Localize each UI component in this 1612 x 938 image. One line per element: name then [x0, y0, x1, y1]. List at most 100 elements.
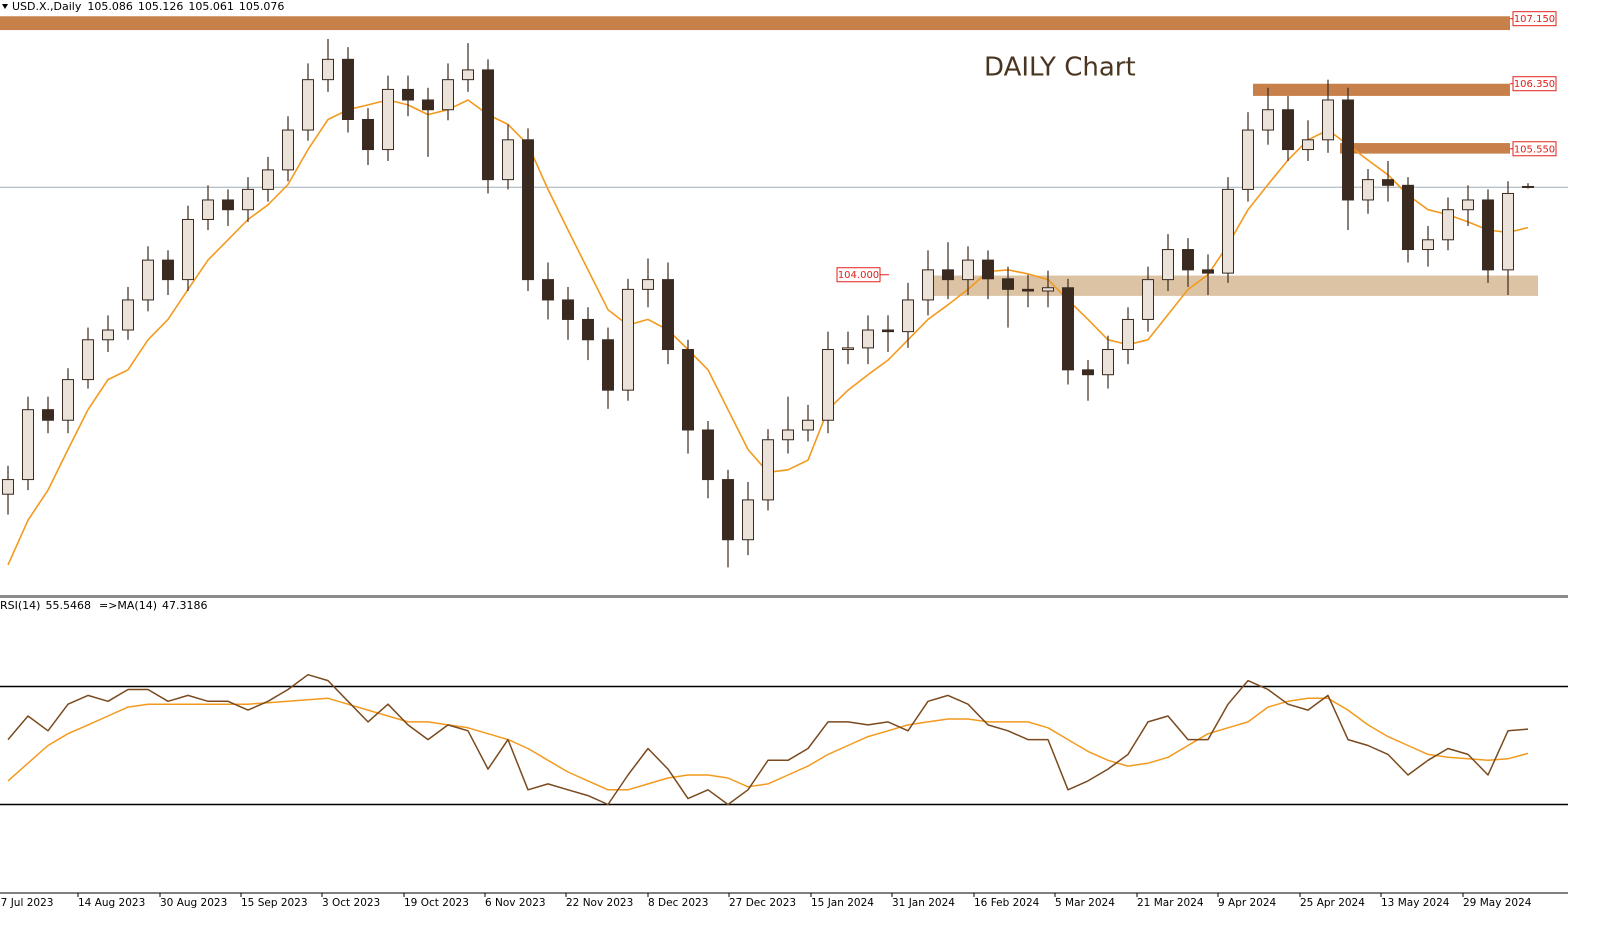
candle-body [1422, 239, 1434, 251]
candle-body [902, 299, 914, 333]
candle-body [142, 259, 154, 301]
candle-body [482, 69, 494, 181]
candle-body [562, 299, 574, 320]
x-tick-label: 19 Oct 2023 [404, 897, 469, 909]
x-tick-label: 31 Jan 2024 [892, 897, 955, 909]
level-label-box [1512, 76, 1557, 92]
candle-body [42, 409, 54, 421]
x-tick-label: 27 Jul 2023 [0, 897, 53, 909]
candle-body [382, 88, 394, 151]
candle-body [1322, 99, 1334, 141]
rsi-value: 55.5468 [45, 599, 91, 612]
candle-body [1502, 192, 1514, 271]
candle-body [1242, 129, 1254, 190]
candle-body [1382, 179, 1394, 186]
panel-separator [0, 595, 1568, 598]
candle-body [1142, 279, 1154, 320]
candle-body [502, 139, 514, 181]
x-tick-label: 29 May 2024 [1463, 897, 1532, 909]
level-label: 107.150 [1514, 14, 1555, 25]
candle-body [1522, 185, 1534, 188]
x-tick-label: 22 Nov 2023 [566, 897, 633, 909]
x-tick-label: 16 Feb 2024 [974, 897, 1040, 909]
open-value: 105.086 [87, 0, 133, 13]
candle-body [2, 479, 14, 495]
candle-body [862, 329, 874, 349]
x-tick-label: 25 Apr 2024 [1300, 897, 1365, 909]
collapse-icon[interactable] [2, 4, 8, 9]
candle-body [322, 58, 334, 81]
candle-body [402, 88, 414, 101]
x-tick-label: 14 Aug 2023 [78, 897, 145, 909]
candle-body [1462, 199, 1474, 211]
candle-body [802, 419, 814, 431]
candle-body [822, 349, 834, 421]
x-tick-label: 15 Sep 2023 [241, 897, 308, 909]
candle-body [1342, 99, 1354, 201]
x-tick-label: 3 Oct 2023 [322, 897, 380, 909]
candle-body [782, 429, 794, 441]
plot-background [0, 0, 1568, 938]
candle-body [1082, 369, 1094, 376]
candle-body [242, 188, 254, 211]
candle-body [1222, 188, 1234, 274]
candle-body [642, 279, 654, 290]
candle-body [1162, 249, 1174, 281]
candle-body [662, 279, 674, 351]
x-tick-label: 9 Apr 2024 [1218, 897, 1277, 909]
candle-body [622, 288, 634, 391]
x-tick-label: 5 Mar 2024 [1055, 897, 1115, 909]
candle-body [102, 329, 114, 341]
candle-body [922, 269, 934, 301]
candle-body [342, 58, 354, 120]
x-tick-label: 13 May 2024 [1381, 897, 1450, 909]
price-zone [1253, 83, 1510, 96]
candle-body [1282, 109, 1294, 151]
candle-body [62, 379, 74, 421]
candle-body [1002, 278, 1014, 290]
candle-body [1122, 318, 1134, 351]
x-tick-label: 8 Dec 2023 [648, 897, 708, 909]
candle-body [842, 347, 854, 351]
rsi-header: RSI(14) 55.5468 =>MA(14) 47.3186 [0, 599, 207, 612]
rsi-line [7, 673, 1529, 806]
candle-body [182, 218, 194, 281]
candle-body [762, 439, 774, 501]
candle-body [442, 79, 454, 111]
level-label: 105.550 [1514, 144, 1555, 155]
candle-body [522, 139, 534, 281]
candle-body [1442, 209, 1454, 241]
candle-body [262, 169, 274, 190]
candle-body [302, 79, 314, 131]
candle-body [1062, 287, 1074, 371]
symbol: USD.X.,Daily [12, 0, 82, 13]
candle-body [1402, 184, 1414, 251]
price-zone [0, 16, 1510, 31]
candle-body [682, 349, 694, 431]
candle-body [282, 129, 294, 171]
candle-body [1022, 288, 1034, 292]
candle-body [602, 339, 614, 391]
candle-body [1482, 199, 1494, 271]
x-tick-label: 27 Dec 2023 [729, 897, 796, 909]
rsi-ma-name: =>MA(14) [99, 599, 157, 612]
low-value: 105.061 [188, 0, 234, 13]
candle-body [202, 199, 214, 220]
level-label-box [1512, 141, 1557, 157]
candle-body [1182, 249, 1194, 271]
level-label-box [1512, 11, 1557, 27]
candle-body [882, 329, 894, 333]
candle-body [22, 409, 34, 481]
candle-body [962, 259, 974, 281]
level-label: 106.350 [1514, 79, 1555, 90]
x-tick-label: 30 Aug 2023 [160, 897, 227, 909]
candle-body [582, 318, 594, 341]
candle-body [1042, 287, 1054, 292]
candle-body [1302, 139, 1314, 151]
candle-body [122, 299, 134, 331]
rsi-name: RSI(14) [0, 599, 40, 612]
annotation: DAILY Chart [984, 53, 1136, 83]
candle-body [222, 199, 234, 211]
candle-body [82, 339, 94, 381]
